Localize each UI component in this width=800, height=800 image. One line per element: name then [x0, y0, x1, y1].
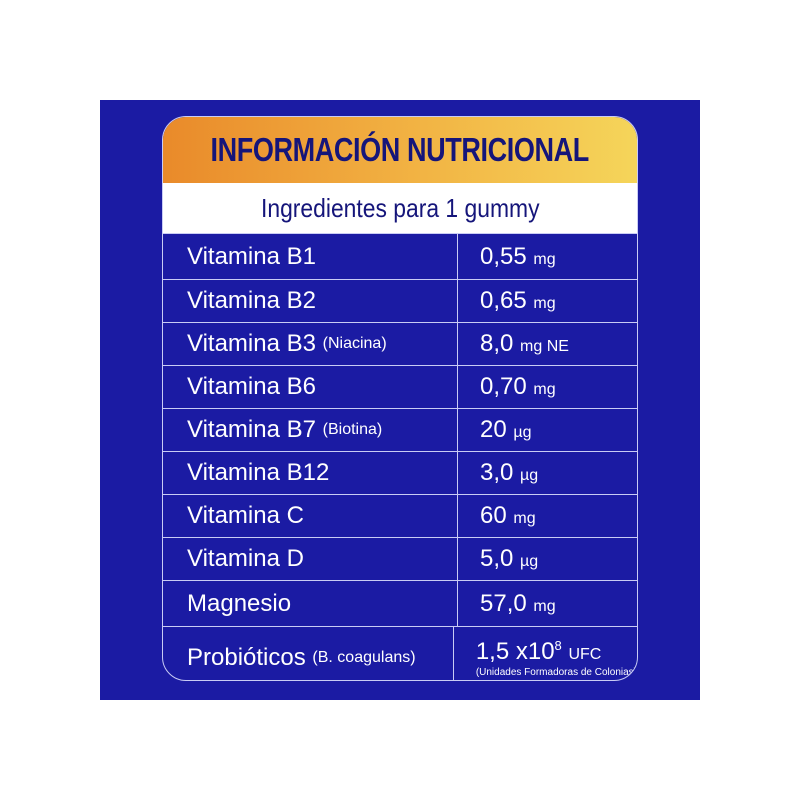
row-name: Vitamina B3 [187, 330, 316, 357]
row-name: Magnesio [187, 589, 292, 617]
row-unit: mg [533, 381, 556, 398]
row-unit: µg [520, 467, 539, 484]
row-value: 20 [480, 416, 507, 443]
row-unit: µg [520, 553, 539, 570]
row-unit: mg [513, 510, 536, 527]
exponent: 8 [554, 638, 562, 653]
table-row: Magnesio 57,0 mg [163, 580, 637, 626]
subtitle: Ingredientes para 1 gummy [260, 192, 540, 223]
row-unit: mg [533, 250, 556, 268]
nutrition-panel: INFORMACIÓN NUTRICIONAL Ingredientes par… [162, 116, 638, 681]
row-unit: UFC [568, 646, 602, 663]
row-value: 1,5 x10 [475, 638, 555, 665]
row-name: Vitamina B6 [187, 373, 316, 400]
row-value: 0,65 [480, 287, 527, 314]
row-qualifier: (Niacina) [322, 335, 387, 352]
row-value: 57,0 [480, 589, 527, 617]
table-row: Vitamina C 60 mg [163, 494, 637, 537]
table-row: Vitamina B1 0,55 mg [163, 233, 637, 279]
table-row: Vitamina B2 0,65 mg [163, 279, 637, 322]
table-row: Vitamina B12 3,0 µg [163, 451, 637, 494]
row-value: 5,0 [480, 545, 514, 572]
row-name: Vitamina D [187, 545, 304, 572]
table-row: Vitamina B6 0,70 mg [163, 365, 637, 408]
row-value: 0,55 [480, 242, 527, 270]
row-name: Vitamina B1 [187, 242, 316, 270]
row-name: Vitamina B12 [187, 459, 330, 486]
row-name: Vitamina C [187, 502, 304, 529]
row-name: Probióticos [187, 644, 306, 671]
row-unit: mg [533, 597, 556, 615]
table-row: Vitamina B3 (Niacina) 8,0 mg NE [163, 322, 637, 365]
row-unit: mg [533, 295, 556, 312]
unit-note: (Unidades Formadoras de Colonias) [475, 667, 637, 678]
row-name: Vitamina B7 [187, 416, 316, 443]
row-value: 8,0 [480, 330, 514, 357]
row-unit: mg NE [520, 338, 569, 355]
table-row-probiotic: Probióticos (B. coagulans) 1,5 x108 UFC … [163, 626, 637, 680]
row-value: 3,0 [480, 459, 514, 486]
row-value: 60 [480, 502, 507, 529]
row-unit: µg [513, 424, 532, 441]
row-qualifier: (B. coagulans) [312, 649, 416, 666]
title: INFORMACIÓN NUTRICIONAL [210, 131, 590, 168]
header: INFORMACIÓN NUTRICIONAL [163, 117, 637, 183]
subheader: Ingredientes para 1 gummy [163, 183, 637, 233]
table-row: Vitamina B7 (Biotina) 20 µg [163, 408, 637, 451]
row-name: Vitamina B2 [187, 287, 316, 314]
row-qualifier: (Biotina) [322, 421, 383, 438]
table-row: Vitamina D 5,0 µg [163, 537, 637, 580]
row-value: 0,70 [480, 373, 527, 400]
